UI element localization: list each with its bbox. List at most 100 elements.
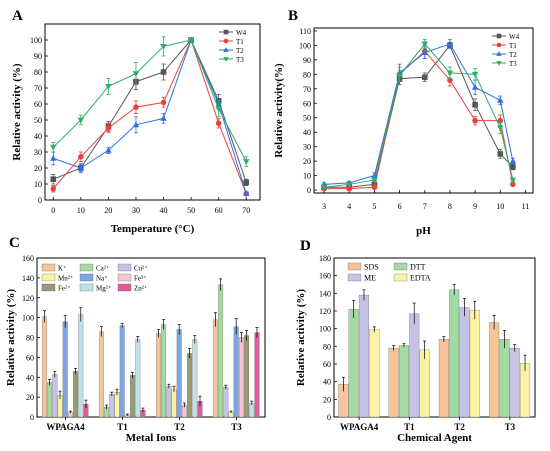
y-tick-label: 0 — [327, 413, 331, 422]
data-point — [160, 115, 167, 121]
bar — [238, 337, 244, 418]
y-tick-label: 120 — [22, 294, 34, 303]
legend-swatch — [347, 273, 362, 282]
bar — [469, 309, 480, 418]
x-tick-label: 50 — [187, 206, 195, 215]
legend-swatch — [79, 283, 94, 292]
bar — [419, 349, 430, 418]
legend-label: SDS — [364, 263, 379, 272]
x-tick-label: 9 — [473, 202, 477, 211]
bar — [62, 321, 68, 418]
bar — [459, 307, 470, 418]
x-tick-label: 40 — [160, 206, 168, 215]
y-tick-label: 140 — [319, 289, 331, 298]
legend-label: Cu²⁺ — [134, 265, 148, 273]
y-axis-label: Relative activity (%) — [11, 63, 23, 160]
data-point — [496, 33, 502, 39]
bar — [233, 326, 239, 418]
bar — [520, 362, 531, 418]
data-point — [497, 151, 504, 157]
series-line-w4 — [53, 39, 247, 183]
x-tick-label: 4 — [347, 202, 351, 211]
legend-label: ME — [364, 274, 376, 283]
y-tick-label: 10 — [303, 172, 311, 181]
x-tick-label: 11 — [522, 202, 530, 211]
series-line-w4 — [324, 44, 514, 188]
data-point — [509, 177, 517, 184]
data-point — [496, 51, 502, 56]
y-tick-label: 60 — [323, 360, 331, 369]
y-tick-label: 40 — [323, 378, 331, 387]
x-tick-label: WPAGA4 — [340, 422, 379, 432]
y-tick-label: 80 — [34, 68, 42, 77]
bar — [114, 392, 120, 418]
y-tick-label: 20 — [303, 157, 311, 166]
data-point — [77, 117, 85, 124]
data-point — [421, 41, 428, 48]
data-point — [50, 144, 57, 151]
y-tick-label: 100 — [299, 41, 311, 50]
x-axis-label: Chemical Agent — [397, 432, 472, 444]
data-point — [132, 121, 140, 128]
series-line-t3 — [52, 39, 247, 162]
data-point — [243, 179, 250, 186]
legend-label: T3 — [509, 60, 517, 68]
y-axis-label: Relative activity (%) — [295, 289, 307, 386]
data-point — [105, 84, 112, 90]
y-tick-label: 60 — [303, 99, 311, 108]
bar — [509, 347, 520, 418]
bar — [98, 331, 104, 418]
bar — [52, 374, 58, 418]
y-tick-label: 100 — [319, 325, 331, 334]
legend-swatch — [393, 262, 408, 271]
data-point — [50, 186, 57, 192]
data-point — [471, 71, 479, 78]
y-tick-label: 0 — [38, 196, 42, 205]
plot-frame — [313, 27, 534, 194]
x-tick-label: 8 — [448, 202, 452, 211]
series-line-t1 — [52, 38, 247, 194]
series-line-t1 — [324, 50, 514, 190]
legend-label: EDTA — [410, 274, 431, 283]
legend-swatch — [79, 273, 94, 282]
legend-label: T1 — [509, 42, 517, 50]
panel-letter: A — [12, 8, 23, 24]
series-line-t2 — [53, 38, 247, 194]
x-tick-label: 30 — [132, 206, 140, 215]
bar — [244, 335, 250, 418]
data-point — [497, 125, 504, 132]
x-tick-label: T2 — [174, 422, 185, 432]
bar — [155, 333, 161, 418]
bar — [47, 382, 53, 418]
data-point — [421, 49, 428, 56]
x-tick-label: 10 — [496, 202, 504, 211]
plot-frame — [333, 257, 536, 418]
x-axis-label: Metal Ions — [126, 432, 177, 444]
x-tick-label: T3 — [505, 422, 516, 432]
legend-label: DTT — [410, 263, 426, 272]
y-tick-label: 50 — [303, 114, 311, 123]
bar — [398, 345, 409, 418]
y-tick-label: 50 — [34, 116, 42, 125]
data-point — [77, 164, 85, 171]
data-point — [105, 147, 112, 153]
legend-label: W4 — [236, 29, 247, 37]
legend-swatch — [41, 273, 56, 282]
data-point — [243, 159, 250, 165]
x-tick-label: 3 — [322, 202, 326, 211]
x-axis-label: pH — [416, 225, 431, 237]
x-tick-label: 6 — [398, 202, 402, 211]
data-point — [446, 40, 454, 47]
x-tick-label: 5 — [372, 202, 376, 211]
bar — [223, 387, 229, 418]
data-point — [496, 42, 502, 48]
data-point — [223, 57, 229, 62]
data-point — [509, 157, 517, 164]
legend-label: T1 — [236, 38, 244, 46]
series-line-t3 — [324, 43, 514, 188]
legend-label: Na⁺ — [96, 275, 108, 283]
y-tick-label: 160 — [319, 272, 331, 281]
data-point — [371, 177, 378, 184]
y-tick-label: 100 — [22, 314, 34, 323]
panel-letter: D — [300, 238, 311, 254]
